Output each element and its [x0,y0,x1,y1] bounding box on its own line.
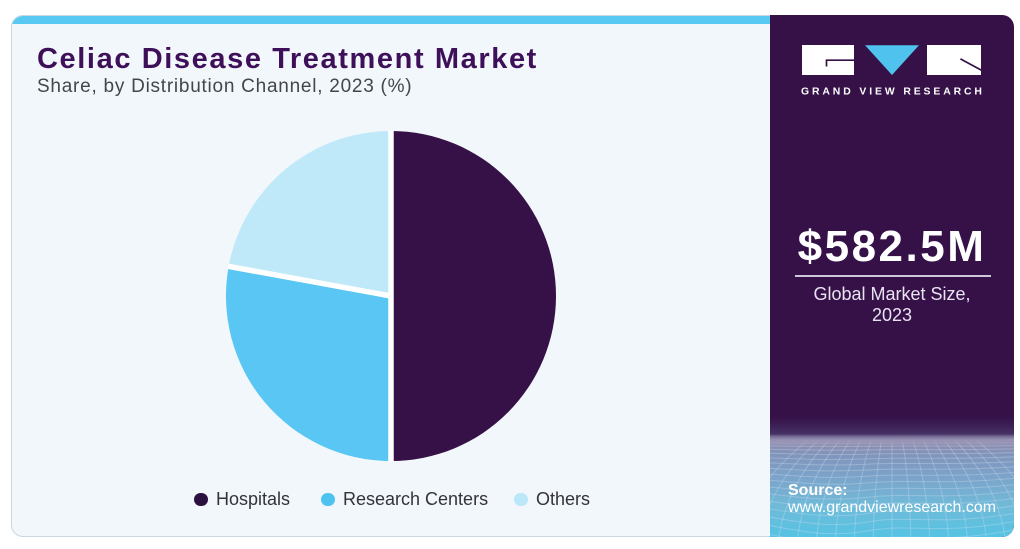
svg-text:GRAND VIEW RESEARCH: GRAND VIEW RESEARCH [801,87,983,98]
